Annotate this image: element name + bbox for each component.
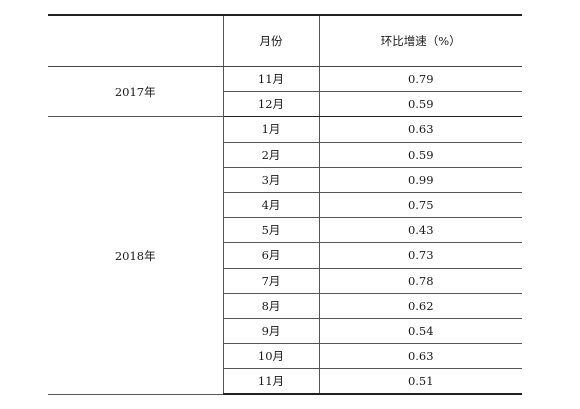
month-cell: 7月 <box>222 268 319 294</box>
growth-value-cell: 0.78 <box>318 268 522 294</box>
table-row: 2017年 11月 0.79 <box>48 66 522 118</box>
growth-value-cell: 0.62 <box>318 293 522 319</box>
table-row: 7月 0.78 <box>48 268 522 294</box>
table-row: 2月 0.59 <box>48 142 522 168</box>
growth-value-cell: 0.54 <box>318 318 522 345</box>
growth-value-cell: 0.63 <box>318 343 522 370</box>
header-growth: 环比增速（%） <box>318 14 522 67</box>
month-cell: 8月 <box>222 293 319 319</box>
year-cell: 2018年 <box>48 116 223 395</box>
growth-value-cell: 0.43 <box>318 217 522 244</box>
year-cell: 2017年 <box>48 66 223 118</box>
table-row: 10月 0.63 <box>48 343 522 370</box>
month-cell: 10月 <box>222 343 319 370</box>
table-row: 12月 0.59 <box>48 91 522 118</box>
table-row: 11月 0.51 <box>48 368 522 396</box>
growth-value-cell: 0.75 <box>318 192 522 219</box>
growth-value-cell: 0.59 <box>318 142 522 168</box>
month-cell: 4月 <box>222 192 319 219</box>
table-row: 3月 0.99 <box>48 167 522 193</box>
month-cell: 2月 <box>222 142 319 168</box>
header-row: 月份 环比增速（%） <box>48 14 522 67</box>
month-cell: 5月 <box>222 217 319 244</box>
growth-value-cell: 0.99 <box>318 167 522 193</box>
table-row: 9月 0.54 <box>48 318 522 345</box>
growth-value-cell: 0.63 <box>318 116 522 143</box>
table-row: 2018年 1月 0.63 <box>48 116 522 395</box>
month-cell: 3月 <box>222 167 319 193</box>
growth-value-cell: 0.59 <box>318 91 522 118</box>
growth-value-cell: 0.51 <box>318 368 522 396</box>
month-cell: 9月 <box>222 318 319 345</box>
table-row: 4月 0.75 <box>48 192 522 219</box>
growth-value-cell: 0.73 <box>318 242 522 269</box>
table-row: 8月 0.62 <box>48 293 522 319</box>
month-cell: 12月 <box>222 91 319 118</box>
month-cell: 1月 <box>222 116 319 143</box>
growth-value-cell: 0.79 <box>318 66 522 93</box>
growth-table: 月份 环比增速（%） 2017年 11月 0.79 12月 0.59 2018年 1月 0.6… <box>48 14 522 396</box>
table-row: 5月 0.43 <box>48 217 522 244</box>
month-cell: 11月 <box>222 368 319 396</box>
header-month: 月份 <box>222 14 319 67</box>
table-body: 2017年 11月 0.79 12月 0.59 2018年 1月 0.63 2月 0.59 3月 0.… <box>48 66 522 396</box>
table-row: 6月 0.73 <box>48 242 522 269</box>
month-cell: 11月 <box>222 66 319 93</box>
header-year <box>48 14 223 67</box>
month-cell: 6月 <box>222 242 319 269</box>
